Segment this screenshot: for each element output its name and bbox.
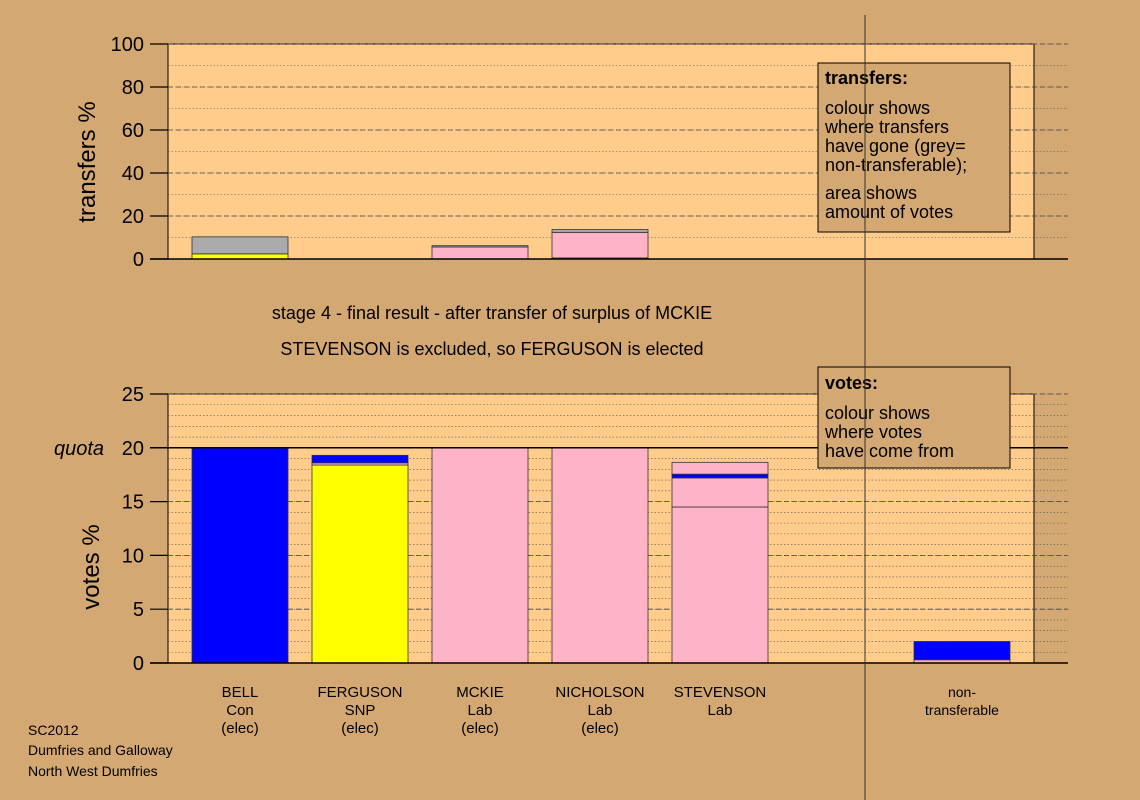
transfers-bar-segment-bell: [191, 236, 289, 255]
votes-y-tick-label: 20: [122, 438, 144, 460]
votes-y-tick-label: 10: [122, 545, 144, 567]
votes-bar-segment-stevenson: [671, 473, 769, 479]
transfers-bar-segment-bell: [191, 253, 289, 260]
x-axis-label: non-: [948, 684, 976, 700]
stage-subtitle: STEVENSON is excluded, so FERGUSON is el…: [280, 339, 703, 359]
x-axis-labels: BELLCon(elec)FERGUSONSNP(elec)MCKIELab(e…: [221, 684, 999, 737]
x-axis-label: NICHOLSON: [555, 684, 644, 701]
transfers-plot: 0 20 40 60 80 100 transfers % transfers: colo…: [74, 34, 1068, 271]
x-axis-label: SNP: [345, 702, 376, 719]
transfers-legend-line: non-transferable);: [825, 155, 967, 175]
transfers-legend-line: where transfers: [824, 117, 949, 137]
votes-legend: votes: colour shows where votes have com…: [817, 366, 1011, 469]
transfers-bar-segment-mckie: [431, 245, 529, 248]
x-axis-label: Lab: [707, 702, 732, 719]
votes-y-axis-label: votes %: [78, 524, 105, 609]
votes-bars: [191, 447, 1011, 664]
votes-y-ticks: 0 5 10 15 20 25: [122, 384, 168, 675]
transfers-legend-title: transfers:: [825, 68, 908, 88]
votes-y-tick-label: 0: [133, 653, 144, 675]
transfers-bars: [191, 229, 649, 260]
transfers-bar-segment-nicholson: [551, 231, 649, 259]
transfers-y-ticks: 0 20 40 60 80 100: [111, 34, 168, 271]
footer: SC2012 Dumfries and Galloway North West …: [28, 722, 173, 779]
x-axis-label: (elec): [461, 720, 499, 737]
transfers-legend-line: area shows: [825, 183, 917, 203]
transfers-legend: transfers: colour shows where transfers …: [817, 62, 1011, 233]
votes-bar-segment-ferguson: [311, 464, 409, 664]
transfers-legend-line: have gone (grey=: [825, 136, 966, 156]
transfers-y-tick-label: 80: [122, 77, 144, 99]
stage-title: stage 4 - final result - after transfer …: [272, 303, 712, 323]
x-axis-label: Lab: [587, 702, 612, 719]
footer-election: SC2012: [28, 722, 79, 738]
x-axis-label: (elec): [341, 720, 379, 737]
votes-bar-segment-non-transferable: [913, 641, 1011, 661]
x-axis-label: (elec): [581, 720, 619, 737]
transfers-y-tick-label: 60: [122, 120, 144, 142]
votes-bar-segment-stevenson: [671, 461, 769, 475]
x-axis-label: Lab: [467, 702, 492, 719]
x-axis-label: transferable: [925, 702, 999, 718]
x-axis-label: STEVENSON: [674, 684, 767, 701]
x-axis-label: MCKIE: [456, 684, 504, 701]
transfers-y-axis-label: transfers %: [74, 101, 101, 222]
votes-y-tick-label: 15: [122, 492, 144, 514]
transfers-bar-segment-nicholson: [551, 229, 649, 233]
votes-bar-segment-nicholson: [551, 447, 649, 664]
votes-y-tick-label: 5: [133, 599, 144, 621]
transfers-legend-line: colour shows: [825, 98, 930, 118]
votes-bar-segment-stevenson: [671, 506, 769, 664]
transfers-bar-segment-mckie: [431, 246, 529, 260]
transfers-legend-line: amount of votes: [825, 202, 953, 222]
transfers-y-tick-label: 100: [111, 34, 144, 56]
votes-y-tick-label: 25: [122, 384, 144, 406]
votes-bar-segment-stevenson: [671, 477, 769, 508]
transfers-y-tick-label: 40: [122, 163, 144, 185]
votes-plot: 0 5 10 15 20 25 quota votes % votes: colour s…: [54, 366, 1068, 675]
quota-label: quota: [54, 438, 104, 460]
x-axis-label: (elec): [221, 720, 259, 737]
x-axis-label: Con: [226, 702, 254, 719]
footer-region: Dumfries and Galloway: [28, 742, 173, 758]
votes-legend-line: colour shows: [825, 403, 930, 423]
votes-legend-line: have come from: [825, 441, 954, 461]
votes-bar-segment-mckie: [431, 447, 529, 664]
transfers-y-tick-label: 0: [133, 249, 144, 271]
x-axis-label: FERGUSON: [317, 684, 402, 701]
votes-bar-segment-ferguson: [311, 454, 409, 464]
votes-bar-segment-bell: [191, 447, 289, 664]
transfers-y-tick-label: 20: [122, 206, 144, 228]
x-axis-label: BELL: [222, 684, 259, 701]
votes-legend-title: votes:: [825, 373, 878, 393]
votes-legend-line: where votes: [824, 422, 922, 442]
footer-constituency: North West Dumfries: [28, 763, 158, 779]
